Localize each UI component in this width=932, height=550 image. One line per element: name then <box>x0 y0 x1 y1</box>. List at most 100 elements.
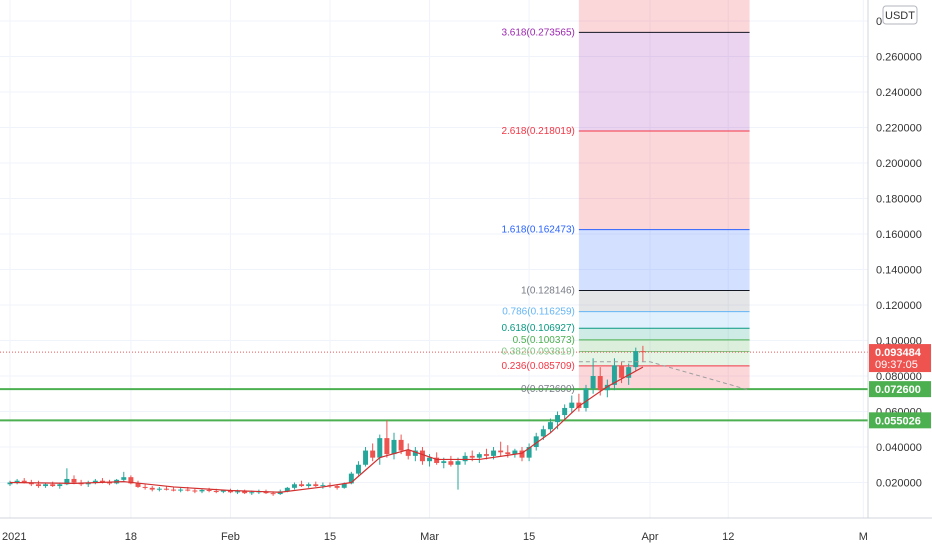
candle-body <box>107 482 113 484</box>
projection-line <box>578 361 750 391</box>
candle-body <box>7 482 13 485</box>
candle-body <box>299 484 305 487</box>
candle-body <box>569 402 575 408</box>
time-tick-label: 18 <box>125 531 137 543</box>
price-tag-value: 0.072600 <box>875 384 921 396</box>
candle-body <box>57 484 63 487</box>
candle-body <box>235 491 241 493</box>
fib-zone <box>578 311 750 329</box>
candle-body <box>21 480 27 483</box>
time-axis-background <box>0 518 932 550</box>
candle-body <box>583 388 589 408</box>
fib-level-label: 0.382(0.093819) <box>501 346 574 357</box>
currency-box-frame <box>882 5 918 25</box>
fib-zone <box>578 0 750 33</box>
candle-body <box>199 489 205 492</box>
candle-body <box>469 455 475 458</box>
fibonacci-labels: 0(0.072600) 0.236(0.085709) 0.382(0.093819… <box>501 27 574 395</box>
fib-level-label: 0.618(0.106927) <box>501 323 574 334</box>
candle-body <box>213 491 219 493</box>
price-tick-label: 0.160000 <box>876 229 922 241</box>
fib-level-label: 1.618(0.162473) <box>501 225 574 236</box>
candle-body <box>149 487 155 490</box>
price-tick-label: 0.240000 <box>876 87 922 99</box>
price-tag-value: 0.055026 <box>875 415 921 427</box>
fib-zone <box>578 131 750 230</box>
candle-body <box>540 429 546 437</box>
candle-body <box>334 486 340 488</box>
candle-body <box>427 457 433 462</box>
candle-body <box>220 490 226 492</box>
time-tick-label: M <box>859 531 868 543</box>
candle-body <box>391 439 397 455</box>
candle-body <box>640 351 646 353</box>
candle-body <box>398 439 404 451</box>
fibonacci-zones <box>578 0 750 390</box>
horizontal-lines[interactable] <box>0 351 868 422</box>
price-tick-label: 0.220000 <box>876 123 922 135</box>
candle-body <box>313 484 319 487</box>
candle-body <box>320 485 326 487</box>
candle-body <box>306 484 312 487</box>
candle-body <box>185 489 191 491</box>
candle-body <box>498 450 504 453</box>
candle-body <box>483 454 489 456</box>
candle-body <box>156 488 162 490</box>
time-tick-label: Mar <box>420 531 439 543</box>
fib-level-label: 0.236(0.085709) <box>501 361 574 372</box>
price-tick-label: 0.140000 <box>876 265 922 277</box>
candle-body <box>341 483 347 488</box>
candle-body <box>633 351 639 368</box>
fib-zone <box>578 290 750 312</box>
candle-body <box>348 473 354 484</box>
candle-body <box>533 436 539 447</box>
price-tick-label: 0.020000 <box>876 478 922 490</box>
fib-zone <box>578 351 750 366</box>
candle-body <box>171 489 177 491</box>
candle-body <box>178 489 184 491</box>
candle-body <box>163 488 169 490</box>
time-axis[interactable]: 2021 18 Feb 15 Mar 15 Apr 12 M <box>0 517 932 550</box>
fib-level-label: 0(0.072600) <box>521 384 575 395</box>
candle-body <box>377 438 383 458</box>
fib-level-label: 0.5(0.100373) <box>513 335 575 346</box>
currency-box[interactable]: USDT <box>882 5 918 25</box>
candle-body <box>434 457 440 463</box>
candle-body <box>526 447 532 458</box>
fib-level-label: 3.618(0.273565) <box>501 27 574 38</box>
fib-zone <box>578 32 750 132</box>
candle-body <box>476 454 482 458</box>
candle-body <box>355 464 361 474</box>
candle-body <box>491 450 497 456</box>
candle-body <box>92 480 98 483</box>
time-tick-label: Apr <box>641 531 658 543</box>
candle-body <box>50 484 56 487</box>
candle-body <box>192 490 198 492</box>
time-tick-label: 15 <box>324 531 336 543</box>
candle-body <box>291 484 297 488</box>
candle-body <box>604 384 610 391</box>
candle-body <box>270 493 276 495</box>
price-tick-label: 0.180000 <box>876 194 922 206</box>
price-axis[interactable]: 0.0200000.0400000.0600000.0800000.100000… <box>867 0 932 518</box>
fib-level-label: 1(0.128146) <box>521 286 575 297</box>
candle-body <box>71 478 77 483</box>
candle-body <box>142 486 148 488</box>
price-tag-box <box>869 412 931 429</box>
candle-body <box>597 376 603 391</box>
candle-body <box>462 455 468 462</box>
moving-average <box>9 366 644 493</box>
candle-body <box>405 450 411 456</box>
grid <box>0 0 868 518</box>
price-tick-label: 0.120000 <box>876 300 922 312</box>
candle-body <box>64 478 70 485</box>
candle-body <box>448 461 454 465</box>
candle-body <box>590 376 596 389</box>
price-tick-label: 0.040000 <box>876 442 922 454</box>
projection <box>578 361 750 391</box>
price-tick-label: 0.080000 <box>876 371 922 383</box>
candle-body <box>384 438 390 455</box>
